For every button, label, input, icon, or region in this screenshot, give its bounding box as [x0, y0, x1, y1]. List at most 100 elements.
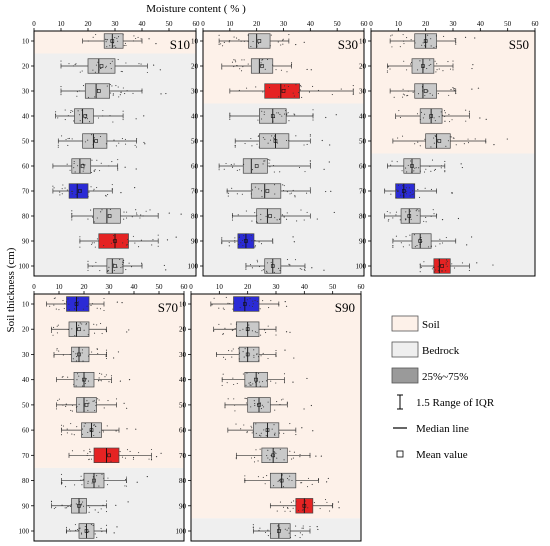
y-tick-label: 20 — [359, 63, 367, 71]
sample-point — [74, 334, 76, 337]
sample-point — [392, 239, 394, 241]
outlier-point — [326, 481, 328, 483]
sample-point — [468, 269, 470, 272]
outlier-point — [301, 427, 303, 429]
sample-point — [69, 353, 71, 356]
sample-point — [76, 379, 78, 381]
sample-point — [55, 408, 58, 410]
sample-point — [77, 110, 79, 112]
sample-point — [112, 94, 114, 96]
sample-point — [289, 536, 292, 538]
sample-point — [56, 349, 58, 351]
sample-point — [71, 190, 73, 192]
sample-point — [109, 208, 111, 211]
sample-point — [387, 66, 389, 68]
y-tick-label: 40 — [179, 376, 187, 384]
sample-point — [278, 218, 281, 220]
sample-point — [81, 433, 83, 435]
sample-point — [82, 360, 84, 362]
sample-point — [94, 169, 96, 171]
sample-point — [127, 238, 129, 240]
sample-point — [119, 451, 121, 453]
x-tick-label: 50 — [166, 20, 174, 28]
sample-point — [135, 146, 138, 148]
sample-point — [260, 243, 263, 245]
sample-point — [295, 525, 297, 527]
iqr-box — [76, 397, 97, 413]
sample-point — [98, 485, 100, 487]
sample-point — [433, 213, 435, 215]
sample-point — [123, 218, 125, 220]
sample-point — [269, 166, 271, 168]
sample-point — [266, 271, 268, 273]
sample-point — [58, 309, 60, 311]
sample-point — [277, 267, 280, 269]
sample-point — [257, 476, 259, 478]
sample-point — [405, 219, 407, 221]
sample-point — [389, 68, 391, 70]
sample-point — [273, 433, 276, 435]
sample-point — [258, 359, 260, 361]
sample-point — [254, 239, 256, 242]
sample-point — [258, 188, 260, 190]
y-tick-label: 10 — [22, 301, 30, 309]
box-depth-30 — [53, 346, 120, 363]
sample-point — [250, 384, 252, 386]
sample-point — [95, 405, 97, 407]
mean-marker — [107, 214, 112, 218]
sample-point — [65, 405, 67, 408]
outlier-point — [493, 144, 495, 146]
mean-marker — [423, 39, 428, 43]
sample-point — [309, 525, 311, 528]
sample-point — [70, 504, 72, 506]
sample-point — [90, 430, 92, 432]
sample-point — [257, 135, 259, 137]
sample-point — [53, 187, 55, 189]
sample-point — [124, 485, 126, 487]
x-tick-label: 20 — [253, 20, 261, 28]
sample-point — [419, 271, 421, 273]
outlier-point — [155, 456, 158, 458]
outlier-point — [457, 217, 460, 220]
sample-point — [283, 459, 285, 461]
sample-point — [65, 301, 67, 303]
legend-mean-icon — [396, 450, 404, 458]
sample-point — [452, 60, 454, 62]
sample-point — [249, 381, 251, 383]
sample-point — [231, 219, 234, 221]
sample-point — [105, 351, 108, 353]
sample-point — [228, 41, 230, 43]
outlier-point — [472, 64, 474, 66]
outlier-point — [285, 305, 288, 307]
mean-marker — [89, 428, 94, 432]
box-depth-90 — [392, 233, 473, 249]
sample-point — [282, 486, 285, 488]
outlier-point — [284, 349, 286, 351]
sample-point — [109, 45, 111, 47]
sample-point — [436, 63, 438, 65]
sample-point — [261, 110, 263, 112]
outlier-point — [289, 331, 291, 333]
sample-point — [223, 41, 225, 44]
sample-point — [246, 432, 248, 434]
sample-point — [100, 322, 102, 325]
sample-point — [286, 402, 288, 404]
sample-point — [243, 40, 245, 42]
outlier-point — [293, 357, 295, 359]
sample-point — [332, 506, 334, 508]
sample-point — [94, 246, 96, 248]
sample-point — [291, 62, 293, 64]
sample-point — [49, 305, 51, 307]
sample-point — [303, 268, 305, 271]
sample-point — [105, 67, 107, 69]
sample-point — [76, 528, 79, 531]
outlier-point — [284, 301, 286, 303]
panel-frame — [190, 293, 362, 542]
sample-point — [273, 271, 275, 274]
sample-point — [417, 141, 419, 143]
sample-point — [125, 62, 127, 64]
mean-marker — [302, 503, 307, 508]
sample-point — [279, 501, 281, 503]
box-depth-30 — [215, 346, 295, 363]
sample-point — [292, 457, 294, 459]
